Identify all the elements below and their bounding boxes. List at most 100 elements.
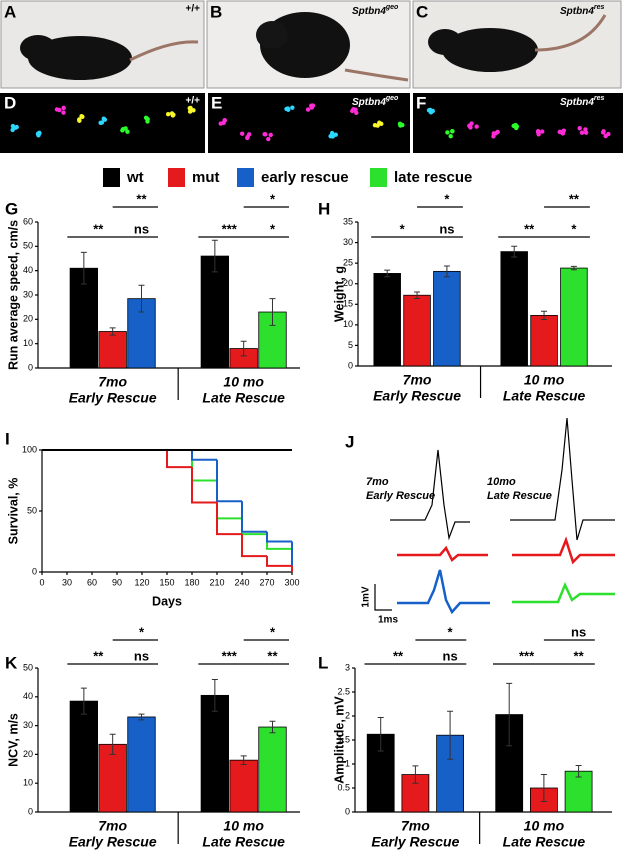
error-bar	[540, 774, 547, 802]
footprint-dot	[10, 127, 15, 133]
footprint-dot	[309, 105, 315, 110]
footprint-dot	[290, 105, 295, 110]
footprint-dot	[123, 126, 128, 131]
footprint-dot	[191, 108, 196, 113]
sig-label: **	[524, 221, 535, 236]
genotype-label: Sptbn4geo	[352, 4, 399, 17]
genotype-label: Sptbn4res	[560, 95, 605, 108]
x-tick-label: 120	[134, 577, 149, 587]
y-tick-label: 0	[28, 362, 33, 372]
footprint-dot	[474, 124, 479, 129]
sig-label: ***	[519, 648, 535, 663]
bar	[433, 270, 461, 367]
sig-label: **	[93, 221, 104, 236]
bar	[98, 743, 127, 813]
survival-step	[216, 480, 242, 520]
sig-label: **	[574, 648, 585, 663]
group-title: 10 mo	[223, 374, 264, 390]
sig-label: **	[393, 648, 404, 663]
footprint-dot	[560, 131, 566, 136]
panel-letter: B	[210, 2, 222, 21]
footprint-dot	[535, 128, 541, 134]
trace-mut	[397, 545, 488, 562]
genotype-label: +/+	[186, 96, 201, 107]
y-tick-label: 15	[343, 299, 353, 309]
bar	[69, 700, 99, 813]
y-tick-label: 0	[345, 806, 350, 816]
error-bar	[506, 682, 513, 747]
footprint-dot	[491, 131, 496, 136]
footprint-dot	[266, 136, 271, 142]
y-tick-label: 0	[348, 360, 353, 370]
footprint-dot	[120, 128, 125, 133]
footprint-dot	[579, 130, 585, 135]
group-title: 7mo	[401, 818, 430, 834]
footprint-dot	[375, 123, 380, 128]
footprint-dot	[426, 108, 432, 113]
trace-early	[397, 569, 490, 615]
error-bar	[570, 265, 577, 271]
legend-swatch	[370, 168, 387, 187]
scale-label: 1ms	[378, 615, 398, 626]
panel-letter: H	[318, 199, 330, 218]
survival-step	[166, 450, 192, 469]
group-subtitle: Late Rescue	[202, 834, 285, 850]
mouse	[442, 28, 538, 72]
footprint-dot	[601, 129, 606, 134]
panel-letter: A	[4, 2, 16, 21]
y-axis-label: Run average speed, cm/s	[6, 220, 20, 370]
survival-step	[191, 450, 217, 461]
allele: res	[594, 95, 605, 102]
x-tick-label: 60	[87, 577, 97, 587]
trace-label: Early Rescue	[366, 490, 435, 502]
footprint-row: D +/+ E Sptbn4geo F Sptbn4res	[0, 93, 623, 153]
survival-step	[191, 467, 217, 504]
bar	[373, 273, 401, 367]
y-axis-label: NCV, m/s	[6, 713, 20, 767]
gene: Sptbn4	[352, 97, 386, 108]
sig-label: ns	[134, 648, 149, 663]
bar	[564, 770, 593, 813]
legend: wt mut early rescue late rescue	[103, 168, 472, 187]
bar	[127, 716, 156, 813]
error-bar	[240, 755, 247, 765]
footprint-dot	[379, 121, 384, 127]
sig-label: *	[139, 624, 145, 639]
footprint-dot	[268, 132, 273, 138]
tail	[129, 40, 199, 62]
y-tick-label: 1	[345, 758, 350, 768]
y-tick-label: 0	[28, 806, 33, 816]
y-tick-label: 40	[23, 265, 33, 275]
bar	[500, 251, 528, 367]
x-tick-label: 150	[159, 577, 174, 587]
footprint-dot	[165, 112, 171, 117]
error-bar	[443, 265, 450, 278]
y-tick-label: 60	[23, 216, 33, 226]
mouse	[20, 35, 56, 61]
footprint-dot	[445, 130, 450, 135]
traces: J 7mo Early Rescue 10mo Late Rescue 1mV …	[345, 417, 615, 626]
trace-wt	[510, 417, 615, 541]
gene: Sptbn4	[560, 6, 594, 17]
footprint-dot	[262, 131, 267, 137]
sig-label: **	[569, 191, 580, 206]
survival-step	[216, 502, 242, 536]
footprint-dot	[398, 122, 404, 127]
footprint-dot	[540, 129, 545, 134]
footprint-e	[208, 93, 410, 153]
y-tick-label: 3	[345, 662, 350, 672]
x-tick-label: 270	[259, 577, 274, 587]
footprint-dot	[61, 105, 66, 111]
legend-swatch	[103, 168, 120, 187]
mouse	[428, 29, 462, 55]
survival-step	[241, 534, 267, 558]
sig-label: ns	[571, 624, 586, 639]
sig-label: **	[267, 648, 278, 663]
group-title: 7mo	[98, 818, 127, 834]
legend-label: early rescue	[261, 169, 349, 186]
error-bar	[541, 310, 548, 321]
survival-step	[266, 556, 292, 567]
panel-letter: G	[5, 199, 18, 218]
y-tick-label: 40	[23, 691, 33, 701]
